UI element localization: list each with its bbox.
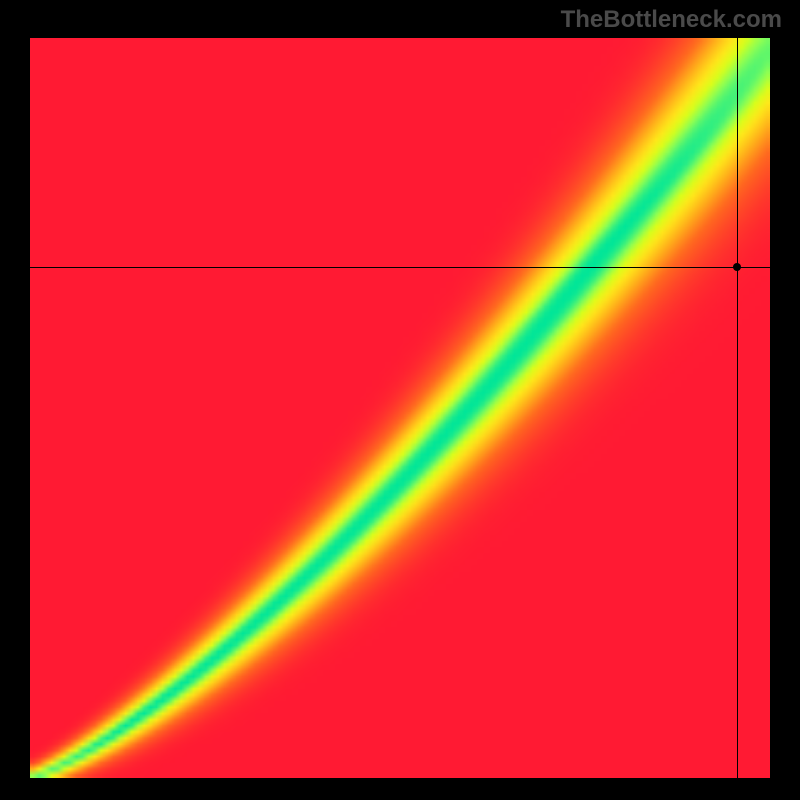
crosshair-horizontal xyxy=(30,267,770,268)
watermark-text: TheBottleneck.com xyxy=(561,6,782,34)
bottleneck-heatmap xyxy=(30,38,770,778)
crosshair-marker xyxy=(733,263,741,271)
crosshair-vertical xyxy=(737,38,738,778)
plot-area xyxy=(30,38,770,778)
